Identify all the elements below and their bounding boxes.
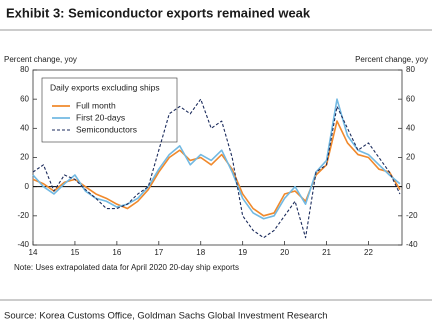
y-tick-label: 0 [25, 182, 30, 191]
x-tick-label: 16 [112, 248, 121, 257]
x-tick-label: 21 [322, 248, 331, 257]
y-tick-label: 60 [20, 94, 29, 103]
legend-label: Semiconductors [76, 124, 137, 134]
x-tick-label: 20 [280, 248, 289, 257]
y2-tick-label: 80 [406, 65, 415, 74]
y2-tick-label: -20 [406, 211, 418, 220]
y2-tick-label: 40 [406, 123, 415, 132]
x-tick-label: 22 [364, 248, 373, 257]
y-tick-label: -20 [17, 211, 29, 220]
y-tick-label: 40 [20, 123, 29, 132]
y2-tick-label: -40 [406, 240, 418, 249]
y-tick-label: 20 [20, 153, 29, 162]
x-tick-label: 18 [196, 248, 205, 257]
y2-tick-label: 0 [406, 182, 411, 191]
y-axis-label: Percent change, yoy [4, 55, 77, 64]
x-tick-label: 19 [238, 248, 247, 257]
chart-title: Exhibit 3: Semiconductor exports remaine… [6, 5, 311, 20]
source: Source: Korea Customs Office, Goldman Sa… [4, 311, 328, 322]
note: Note: Uses extrapolated data for April 2… [14, 263, 239, 272]
legend-label: Full month [76, 100, 116, 110]
series-line [32, 120, 401, 217]
y2-tick-label: 60 [406, 94, 415, 103]
x-tick-label: 14 [29, 248, 38, 257]
legend-box [41, 77, 178, 143]
legend-title: Daily exports excluding ships [50, 82, 160, 92]
y-tick-label: -40 [17, 240, 29, 249]
x-tick-label: 15 [70, 248, 79, 257]
series-line [32, 98, 401, 239]
y2-axis-label: Percent change, yoy [355, 55, 428, 64]
legend-label: First 20-days [76, 112, 125, 122]
y2-tick-label: 20 [406, 153, 415, 162]
x-tick-label: 17 [154, 248, 163, 257]
y-tick-label: 80 [20, 65, 29, 74]
